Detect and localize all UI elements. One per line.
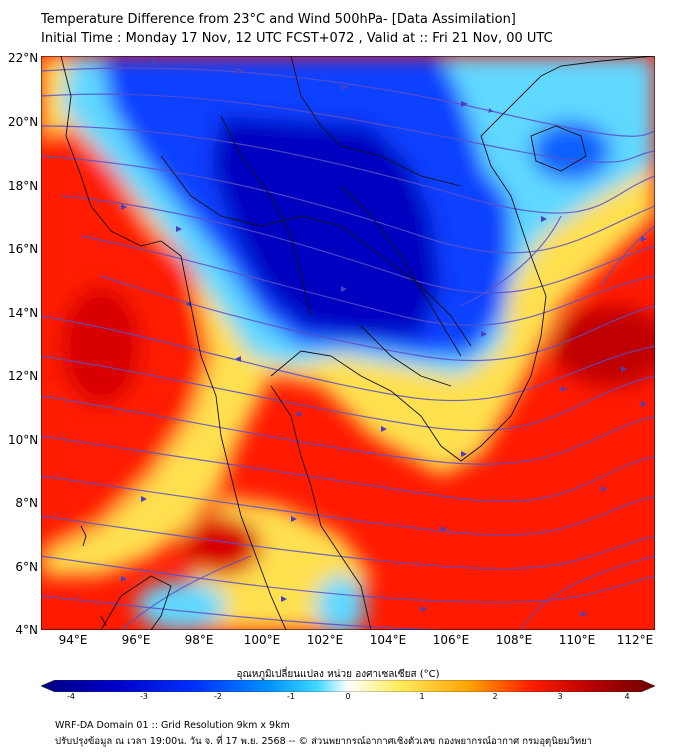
lon-label-112e: 112°E	[616, 633, 654, 647]
lon-label-102e: 102°E	[306, 633, 344, 647]
colorbar-tick: 2	[492, 692, 498, 701]
lat-label-22n: 22°N	[8, 51, 39, 65]
colorbar	[41, 680, 655, 692]
footer-update-info: ปรับปรุงข้อมูล ณ เวลา 19:00น. วัน จ. ที่…	[55, 736, 593, 747]
wind-streamlines	[41, 67, 655, 630]
lat-label-10n: 10°N	[8, 433, 39, 447]
lat-label-18n: 18°N	[8, 179, 39, 193]
lat-label-4n: 4°N	[15, 623, 38, 637]
chart-subtitle: Initial Time : Monday 17 Nov, 12 UTC FCS…	[41, 31, 553, 46]
colorbar-tick: 0	[345, 692, 351, 701]
colorbar-tick: -3	[140, 692, 148, 701]
lon-label-98e: 98°E	[184, 633, 214, 647]
colorbar-tick: -1	[287, 692, 295, 701]
colorbar-title: อุณหภูมิเปลี่ยนแปลง หน่วย องศาเซลเซียส (…	[236, 669, 440, 680]
colorbar-tick: -2	[214, 692, 222, 701]
chart-title: Temperature Difference from 23°C and Win…	[41, 12, 516, 27]
lon-label-96e: 96°E	[121, 633, 151, 647]
country-borders	[60, 56, 655, 630]
lon-label-94e: 94°E	[58, 633, 88, 647]
lon-label-110e: 110°E	[558, 633, 596, 647]
lat-label-14n: 14°N	[8, 306, 39, 320]
lon-label-106e: 106°E	[432, 633, 470, 647]
temperature-wind-map[interactable]	[41, 56, 655, 630]
lat-label-8n: 8°N	[15, 496, 38, 510]
lat-label-20n: 20°N	[8, 115, 39, 129]
temperature-contours	[41, 56, 655, 630]
colorbar-tick: 4	[624, 692, 630, 701]
colorbar-tick: 1	[419, 692, 425, 701]
lat-label-16n: 16°N	[8, 242, 39, 256]
colorbar-tick: -4	[67, 692, 75, 701]
lon-label-108e: 108°E	[495, 633, 533, 647]
lon-label-100e: 100°E	[243, 633, 281, 647]
lat-label-12n: 12°N	[8, 369, 39, 383]
lat-label-6n: 6°N	[15, 560, 38, 574]
footer-model-info: WRF-DA Domain 01 :: Grid Resolution 9km …	[55, 720, 290, 731]
wind-arrows	[121, 59, 647, 617]
lon-label-104e: 104°E	[369, 633, 407, 647]
colorbar-tick: 3	[557, 692, 563, 701]
